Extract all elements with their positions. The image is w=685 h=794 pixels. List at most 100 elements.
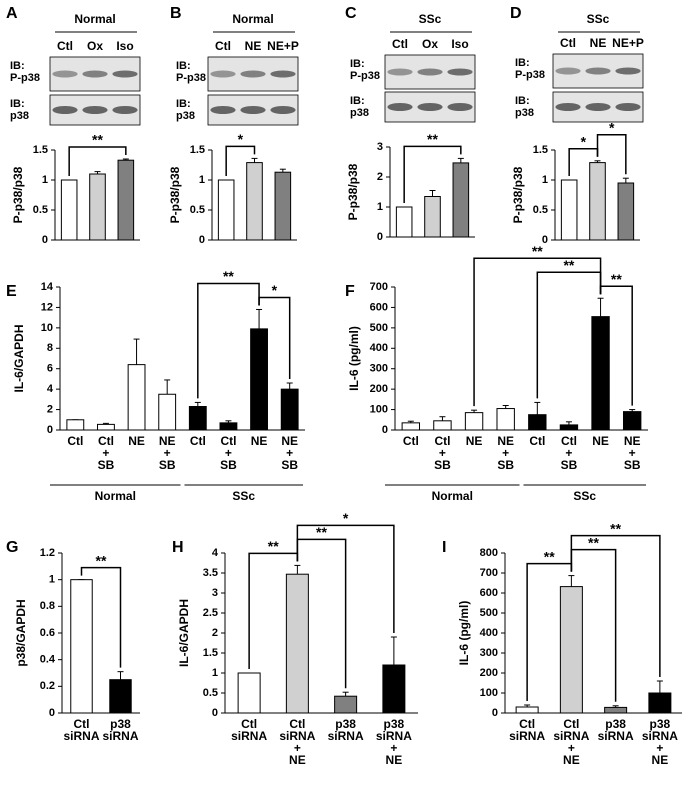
blot-band	[387, 68, 413, 76]
y-tick-label: 6	[47, 363, 53, 375]
y-tick-label: 0	[47, 424, 53, 436]
blot-row-label: IB:	[10, 98, 25, 110]
y-tick-label: 1	[199, 174, 205, 186]
x-tick-label: Ctl	[529, 434, 545, 448]
y-tick-label: 800	[480, 547, 498, 559]
blot-row-label: IB:	[10, 60, 25, 72]
x-tick-label: p38	[335, 717, 356, 731]
blot-group: SSc	[419, 12, 442, 26]
x-tick-label: Ctl	[98, 434, 114, 448]
blot-band	[112, 106, 138, 114]
y-tick-label: 100	[370, 403, 388, 415]
significance-label: *	[238, 131, 244, 147]
x-tick-label: +	[656, 741, 663, 755]
y-tick-label: 8	[47, 342, 53, 354]
x-tick-label: SB	[98, 458, 115, 472]
blot-row-label: p38	[176, 110, 195, 122]
bar	[401, 422, 421, 431]
lane-label: NE	[245, 39, 262, 53]
y-tick-label: 1.5	[190, 144, 205, 156]
y-tick-label: 0	[492, 707, 498, 719]
group-label: SSc	[573, 489, 596, 503]
x-tick-label: Ctl	[67, 434, 83, 448]
blot-band	[417, 103, 443, 111]
bar	[219, 422, 238, 431]
y-tick-label: 4	[212, 547, 219, 559]
bar	[109, 679, 132, 714]
bar	[382, 664, 406, 714]
significance-label: **	[610, 520, 621, 536]
blot-band	[82, 106, 108, 114]
significance-label: **	[96, 552, 107, 568]
y-tick-label: 100	[480, 687, 498, 699]
significance-label: **	[316, 524, 327, 540]
blot-row-label: IB:	[350, 95, 365, 107]
bar	[622, 411, 642, 431]
lane-label: Iso	[451, 37, 468, 51]
bar	[591, 316, 610, 431]
y-axis-label: P-p38/p38	[346, 163, 360, 220]
y-tick-label: 1	[542, 174, 548, 186]
y-tick-label: 2	[212, 627, 218, 639]
blot-row-label: IB:	[515, 95, 530, 107]
lane-label: Ox	[422, 37, 438, 51]
y-tick-label: 0	[377, 231, 383, 243]
significance-label: *	[581, 134, 587, 150]
y-tick-label: 0.5	[190, 204, 205, 216]
bar	[452, 162, 470, 238]
significance-label: **	[563, 257, 574, 273]
blot-row-label: IB:	[176, 98, 191, 110]
y-tick-label: 4	[47, 383, 54, 395]
significance-label: **	[223, 268, 234, 284]
blot-band	[270, 106, 296, 114]
blot-row-label: P-p38	[350, 70, 380, 82]
bar	[117, 159, 135, 241]
y-tick-label: 700	[480, 567, 498, 579]
x-tick-label: NE	[386, 753, 403, 767]
x-tick-label: siRNA	[231, 729, 267, 743]
bar	[559, 586, 583, 714]
x-tick-label: NE	[466, 434, 483, 448]
bar	[648, 692, 672, 714]
blot-row-label: IB:	[176, 60, 191, 72]
x-tick-label: p38	[650, 717, 671, 731]
bar	[464, 412, 484, 431]
y-tick-label: 0	[212, 707, 218, 719]
bar	[334, 695, 358, 714]
y-axis-label: IL-6/GAPDH	[177, 599, 191, 667]
bar	[274, 171, 292, 241]
x-tick-label: Ctl	[289, 717, 305, 731]
blot-band	[112, 70, 138, 78]
y-tick-label: 1.5	[33, 144, 48, 156]
bar	[66, 419, 85, 431]
blot-group: Normal	[74, 12, 115, 26]
group-label: Normal	[432, 489, 473, 503]
lane-label: Ctl	[215, 39, 231, 53]
x-tick-label: siRNA	[598, 729, 634, 743]
y-tick-label: 500	[480, 607, 498, 619]
y-tick-label: 3	[377, 141, 383, 153]
significance-bracket	[536, 271, 602, 399]
lane-label: Iso	[116, 39, 133, 53]
x-tick-label: Ctl	[220, 434, 236, 448]
bar	[280, 388, 299, 431]
bar	[617, 182, 635, 241]
blot-row-label: IB:	[350, 58, 365, 70]
x-tick-label: NE	[289, 753, 306, 767]
blot-band	[82, 70, 108, 78]
bar	[237, 672, 261, 714]
bar	[217, 179, 235, 241]
significance-label: **	[268, 538, 279, 554]
x-tick-label: Ctl	[519, 717, 535, 731]
y-tick-label: 1	[49, 574, 55, 586]
bar	[250, 328, 268, 431]
x-tick-label: SB	[497, 458, 514, 472]
x-tick-label: +	[286, 446, 293, 460]
y-tick-label: 0	[49, 707, 55, 719]
significance-bracket	[296, 524, 395, 633]
significance-bracket	[596, 134, 627, 175]
x-tick-label: Ctl	[434, 434, 450, 448]
significance-bracket	[68, 146, 127, 176]
x-tick-label: Ctl	[563, 717, 579, 731]
group-label: Normal	[95, 489, 136, 503]
